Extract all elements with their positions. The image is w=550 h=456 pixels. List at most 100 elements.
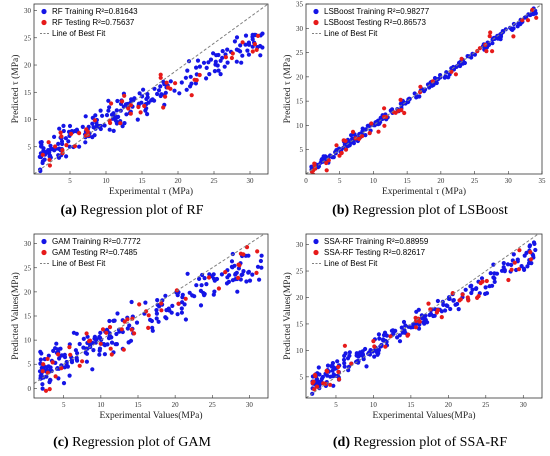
testing-point [376, 129, 381, 134]
training-point [522, 253, 527, 258]
testing-point [132, 331, 137, 336]
training-point [325, 373, 330, 378]
training-point [245, 48, 250, 53]
legend-marker-testing [313, 19, 319, 26]
training-point [432, 76, 438, 81]
training-point [156, 88, 162, 93]
x-tick-label: 15 [407, 401, 415, 409]
training-point [390, 328, 395, 333]
training-point [316, 365, 321, 370]
testing-point [43, 388, 49, 393]
training-point [492, 279, 497, 284]
training-point [343, 351, 348, 356]
training-point [109, 340, 115, 345]
testing-point [176, 301, 181, 306]
legend: SSA-RF Training R²=0.88959 SSA-RF Testing… [312, 237, 429, 268]
training-point [38, 357, 43, 362]
legend-entry-testing: GAM Testing R²=0.7485 [52, 248, 138, 257]
training-point [456, 307, 461, 312]
x-axis-label: Experimental Values(MPa) [100, 410, 203, 421]
training-point [490, 41, 495, 46]
training-point [154, 311, 159, 316]
training-point [152, 98, 157, 103]
testing-point [459, 56, 464, 61]
testing-point [120, 99, 125, 104]
panel-caption: (d) Regression plot of SSA-RF [333, 435, 507, 450]
training-point [240, 53, 245, 58]
points-1 [309, 6, 539, 174]
testing-point [417, 319, 422, 324]
legend: GAM Training R²=0.7772 GAM Testing R²=0.7… [40, 237, 141, 268]
testing-point [337, 377, 342, 382]
testing-point [84, 331, 89, 336]
training-point [183, 75, 188, 80]
training-point [179, 80, 184, 85]
testing-point [83, 133, 88, 138]
training-point [533, 247, 538, 253]
training-point [349, 133, 354, 138]
training-point [212, 69, 217, 74]
y-tick-label: 25 [24, 264, 32, 272]
training-point [155, 91, 160, 97]
testing-point [336, 369, 341, 374]
x-tick-label: 20 [437, 177, 445, 185]
training-point [137, 91, 142, 96]
testing-point [67, 345, 72, 350]
training-point [40, 382, 45, 387]
training-point [183, 317, 188, 322]
testing-point [372, 344, 377, 349]
training-point [331, 155, 336, 160]
x-tick-label: 5 [62, 401, 66, 409]
training-point [443, 74, 448, 79]
training-point [434, 80, 439, 86]
training-point [448, 306, 453, 312]
training-point [120, 124, 125, 129]
training-point [519, 264, 524, 269]
training-point [236, 48, 241, 53]
training-point [357, 351, 362, 356]
training-point [198, 288, 203, 293]
training-point [62, 355, 68, 360]
training-point [377, 336, 382, 341]
x-tick-label: 5 [68, 177, 72, 185]
training-point [127, 323, 132, 328]
training-point [213, 62, 218, 67]
testing-point [40, 152, 45, 157]
testing-point [163, 94, 168, 99]
training-point [510, 27, 515, 32]
training-point [109, 112, 115, 117]
testing-point [328, 382, 333, 387]
testing-point [388, 334, 393, 339]
training-point [113, 342, 118, 347]
y-tick-label: 20 [24, 288, 32, 296]
training-point [56, 155, 62, 160]
x-tick-label: 15 [135, 401, 143, 409]
best-fit-line [306, 4, 542, 174]
panel-letter: (b) [332, 203, 349, 218]
training-point [243, 33, 249, 38]
testing-point [136, 104, 141, 110]
training-point [410, 325, 415, 330]
training-point [177, 91, 182, 96]
training-point [77, 144, 82, 149]
training-point [499, 268, 505, 273]
training-point [529, 261, 534, 266]
training-point [331, 383, 336, 388]
training-point [457, 60, 462, 65]
training-point [194, 65, 199, 70]
training-point [131, 98, 136, 103]
training-point [180, 300, 185, 305]
training-point [80, 124, 85, 129]
points-0 [37, 31, 265, 174]
training-point [69, 358, 74, 363]
training-point [491, 275, 496, 280]
testing-point [47, 163, 53, 168]
testing-point [87, 339, 92, 344]
training-point [474, 286, 479, 291]
legend-entry-testing: LSBoost Testing R²=0.86573 [324, 18, 426, 27]
testing-point [528, 250, 533, 255]
training-point [212, 289, 217, 294]
training-point [141, 87, 146, 92]
training-point [238, 43, 243, 48]
training-point [83, 114, 88, 119]
